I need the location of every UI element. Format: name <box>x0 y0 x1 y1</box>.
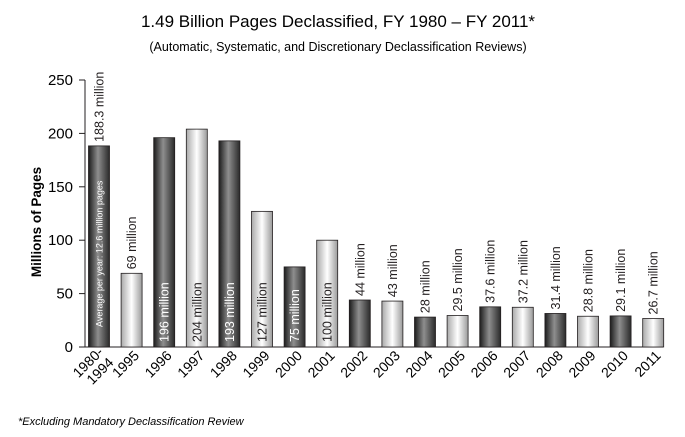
x-tick-label-line: 2003 <box>370 347 403 380</box>
x-tick-label-line: 1996 <box>141 347 174 380</box>
x-tick-label-line: 2008 <box>533 347 566 380</box>
bar <box>642 318 665 348</box>
bar <box>414 316 436 348</box>
x-tick-label-line: 2011 <box>631 347 664 380</box>
y-tick-label: 0 <box>65 339 73 356</box>
x-tick-label: 2005 <box>435 347 468 380</box>
x-tick-label: 1998 <box>207 347 240 380</box>
x-tick-label: 1997 <box>174 347 207 380</box>
data-label: 37.6 million <box>484 240 498 303</box>
x-tick-label-line: 2010 <box>598 347 631 380</box>
data-label: 31.4 million <box>549 246 563 309</box>
bar <box>316 239 339 348</box>
chart-subtitle: (Automatic, Systematic, and Discretionar… <box>149 40 526 54</box>
x-tick-label-line: 2000 <box>272 347 305 380</box>
y-axis-label: Millions of Pages <box>29 167 44 277</box>
x-tick-label: 2004 <box>402 347 435 380</box>
x-tick-label-line: 2005 <box>435 347 468 380</box>
data-label: 37.2 million <box>516 240 530 303</box>
y-tick-label: 200 <box>48 125 73 142</box>
data-label: 100 million <box>321 282 335 342</box>
x-tick-label: 2009 <box>565 347 598 380</box>
bar <box>348 299 371 348</box>
data-label: 29.5 million <box>451 248 465 311</box>
bar <box>218 140 241 348</box>
x-tick-label: 1995 <box>109 347 142 380</box>
x-tick-label: 2006 <box>467 347 500 380</box>
x-tick-label: 1999 <box>239 347 272 380</box>
data-label: 127 million <box>256 282 270 342</box>
data-label: 196 million <box>158 282 172 342</box>
x-tick-label-line: 1997 <box>174 347 207 380</box>
data-label: 69 million <box>125 216 139 269</box>
x-tick-label-line: 2001 <box>304 347 337 380</box>
data-label: 26.7 million <box>647 251 661 314</box>
bar <box>88 145 110 348</box>
bar <box>544 313 567 348</box>
x-tick-label: 2002 <box>337 347 370 380</box>
bar <box>609 315 632 348</box>
bar <box>153 137 176 348</box>
footnote: *Excluding Mandatory Declassification Re… <box>18 416 245 428</box>
y-tick-label: 150 <box>48 179 73 196</box>
y-tick-label: 50 <box>56 286 73 303</box>
data-label: 29.1 million <box>614 249 628 312</box>
x-tick-label: 2008 <box>533 347 566 380</box>
data-label: 204 million <box>190 282 204 342</box>
chart-title: 1.49 Billion Pages Declassified, FY 1980… <box>141 12 535 31</box>
data-label: 44 million <box>353 243 367 296</box>
bar <box>120 272 143 348</box>
x-tick-label: 2001 <box>304 347 337 380</box>
x-tick-label-line: 2007 <box>500 347 533 380</box>
x-tick-label-line: 2006 <box>467 347 500 380</box>
x-tick-label: 1996 <box>141 347 174 380</box>
bar <box>511 306 534 348</box>
x-tick-label-line: 2002 <box>337 347 370 380</box>
x-tick-label: 2010 <box>598 347 631 380</box>
y-tick-label: 100 <box>48 232 73 249</box>
y-tick-label: 250 <box>48 72 73 89</box>
bar <box>251 210 273 348</box>
bars: 188.3 million 69 million 196 million 204 mi… <box>88 72 665 348</box>
bar <box>381 300 404 348</box>
bar <box>577 315 599 348</box>
data-label: 28.8 million <box>582 249 596 312</box>
data-label: 193 million <box>223 282 237 342</box>
average-note: Average per year: 12.6 million pages <box>95 180 105 327</box>
x-tick-label: 2011 <box>631 347 664 380</box>
x-tick-label-line: 1995 <box>109 347 142 380</box>
x-tick-label: 2007 <box>500 347 533 380</box>
x-tick-label-line: 1998 <box>207 347 240 380</box>
x-tick-label: 2000 <box>272 347 305 380</box>
bar <box>446 315 469 348</box>
data-label: 188.3 million <box>93 72 107 142</box>
x-tick-label-line: 1999 <box>239 347 272 380</box>
bar <box>185 128 208 348</box>
bar <box>479 306 502 348</box>
data-label: 28 million <box>419 260 433 313</box>
bar <box>283 266 306 348</box>
x-tick-label-line: 2004 <box>402 347 435 380</box>
x-tick-label-line: 2009 <box>565 347 598 380</box>
y-ticks: 0 50 100 150 200 250 <box>48 72 85 356</box>
x-tick-label: 2003 <box>370 347 403 380</box>
data-label: 75 million <box>288 289 302 342</box>
data-label: 43 million <box>386 244 400 297</box>
